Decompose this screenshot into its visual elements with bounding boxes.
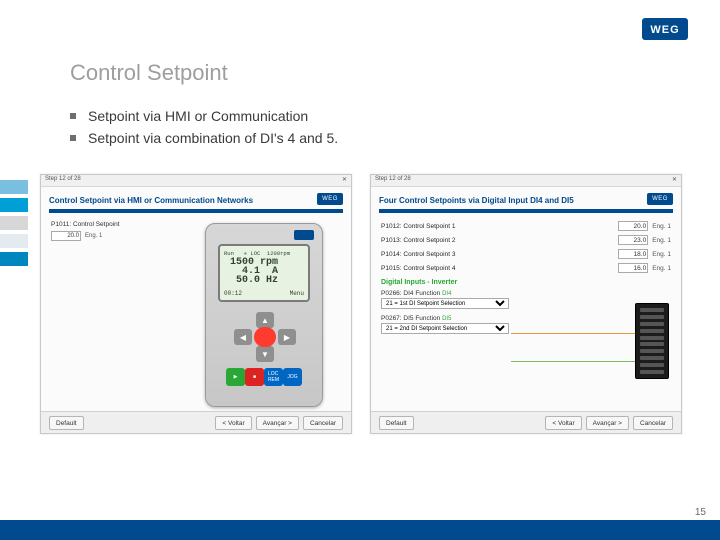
terminal-block	[635, 303, 669, 379]
back-button[interactable]: < Voltar	[545, 416, 581, 430]
brand-minilogo: WEG	[647, 193, 673, 205]
loc-rem-button[interactable]: LOCREM	[264, 368, 283, 386]
side-stripes	[0, 180, 28, 270]
di-function-label: P0267: DI5 Function DI5	[381, 315, 671, 322]
bullet-item: Setpoint via combination of DI's 4 and 5…	[70, 130, 338, 146]
param-value-input[interactable]: 20.0	[51, 231, 81, 241]
step-label: Step 12 of 28	[45, 176, 81, 185]
arrow-left-button[interactable]: ◀	[234, 329, 252, 345]
wizard-stepbar: Step 12 of 28 ✕	[41, 175, 351, 187]
page-number: 15	[695, 507, 706, 518]
window-body: P1011: Control Setpoint 20.0 Eng. 1 Run …	[41, 217, 351, 415]
bullet-list: Setpoint via HMI or Communication Setpoi…	[70, 108, 338, 152]
di-function-select[interactable]: 21 = 2nd DI Setpoint Selection	[381, 323, 509, 334]
hmi-bottom-left: 00:12	[224, 289, 242, 298]
cancel-button[interactable]: Cancelar	[633, 416, 673, 430]
arrow-up-button[interactable]: ▲	[256, 312, 274, 328]
slide-title: Control Setpoint	[70, 60, 228, 86]
run-button[interactable]: ▶	[226, 368, 245, 386]
back-button[interactable]: < Voltar	[215, 416, 251, 430]
arrow-right-button[interactable]: ▶	[278, 329, 296, 345]
param-value-input[interactable]: 18.0	[618, 249, 648, 259]
wire-di4	[511, 333, 635, 334]
param-unit: Eng. 1	[652, 223, 671, 230]
brand-minilogo: WEG	[317, 193, 343, 205]
param-unit: Eng. 1	[652, 265, 671, 272]
device-logo	[294, 230, 314, 240]
di-function-row: P0267: DI5 Function DI521 = 2nd DI Setpo…	[381, 315, 671, 334]
param-row: P1012: Control Setpoint 1 20.0 Eng. 1	[381, 221, 671, 231]
param-label: P1012: Control Setpoint 1	[381, 223, 493, 230]
hmi-bottom-right: Menu	[290, 289, 304, 298]
brand-logo: WEG	[642, 18, 688, 43]
stop-button[interactable]: ■	[245, 368, 264, 386]
param-label: P1015: Control Setpoint 4	[381, 265, 493, 272]
next-button[interactable]: Avançar >	[256, 416, 299, 430]
close-icon[interactable]: ✕	[672, 176, 677, 185]
param-row: P1015: Control Setpoint 4 16.0 Eng. 1	[381, 263, 671, 273]
param-unit: Eng. 1	[85, 233, 102, 239]
screenshot-hmi-window: Step 12 of 28 ✕ Control Setpoint via HMI…	[40, 174, 352, 434]
bullet-text: Setpoint via combination of DI's 4 and 5…	[88, 130, 338, 146]
param-value-input[interactable]: 16.0	[618, 263, 648, 273]
wizard-stepbar: Step 12 of 28 ✕	[371, 175, 681, 187]
slide-accent-bar	[0, 520, 720, 540]
param-row: P1013: Control Setpoint 2 23.0 Eng. 1	[381, 235, 671, 245]
digital-inputs-heading: Digital Inputs - Inverter	[381, 279, 671, 286]
window-header: Control Setpoint via HMI or Communicatio…	[49, 193, 343, 213]
param-label: P1013: Control Setpoint 2	[381, 237, 493, 244]
next-button[interactable]: Avançar >	[586, 416, 629, 430]
param-unit: Eng. 1	[652, 251, 671, 258]
param-row: P1014: Control Setpoint 3 18.0 Eng. 1	[381, 249, 671, 259]
jog-button[interactable]: JOG	[283, 368, 302, 386]
hmi-line3: 50.0 Hz	[224, 276, 304, 285]
window-footer: Default < Voltar Avançar > Cancelar	[41, 411, 351, 433]
screenshot-di-window: Step 12 of 28 ✕ Four Control Setpoints v…	[370, 174, 682, 434]
di-function-select[interactable]: 21 = 1st DI Setpoint Selection	[381, 298, 509, 309]
param-value-input[interactable]: 23.0	[618, 235, 648, 245]
di-function-label: P0266: DI4 Function DI4	[381, 290, 671, 297]
param-label: P1014: Control Setpoint 3	[381, 251, 493, 258]
bullet-item: Setpoint via HMI or Communication	[70, 108, 338, 124]
bullet-marker	[70, 135, 76, 141]
window-footer: Default < Voltar Avançar > Cancelar	[371, 411, 681, 433]
param-unit: Eng. 1	[652, 237, 671, 244]
cancel-button[interactable]: Cancelar	[303, 416, 343, 430]
hmi-keypad-device: Run ✳ LOC 1200rpm 1500 rpm 4.1 A 50.0 Hz…	[205, 223, 323, 407]
close-icon[interactable]: ✕	[342, 176, 347, 185]
hmi-screen: Run ✳ LOC 1200rpm 1500 rpm 4.1 A 50.0 Hz…	[218, 244, 310, 302]
stop-center-button[interactable]	[254, 327, 276, 347]
param-value-input[interactable]: 20.0	[618, 221, 648, 231]
default-button[interactable]: Default	[49, 416, 84, 430]
di-function-row: P0266: DI4 Function DI421 = 1st DI Setpo…	[381, 290, 671, 309]
bullet-text: Setpoint via HMI or Communication	[88, 108, 308, 124]
window-title: Four Control Setpoints via Digital Input…	[379, 196, 574, 205]
arrow-down-button[interactable]: ▼	[256, 346, 274, 362]
window-title: Control Setpoint via HMI or Communicatio…	[49, 196, 253, 205]
svg-text:WEG: WEG	[650, 24, 679, 36]
step-label: Step 12 of 28	[375, 176, 411, 185]
bullet-marker	[70, 113, 76, 119]
window-header: Four Control Setpoints via Digital Input…	[379, 193, 673, 213]
param-label: P1011: Control Setpoint	[51, 221, 151, 228]
default-button[interactable]: Default	[379, 416, 414, 430]
wire-di5	[511, 361, 635, 362]
window-body: P1012: Control Setpoint 120.0Eng. 1P1013…	[371, 217, 681, 415]
keypad: ▲ ▼ ◀ ▶ ▶ ■ LOCREM JOG	[224, 312, 304, 394]
